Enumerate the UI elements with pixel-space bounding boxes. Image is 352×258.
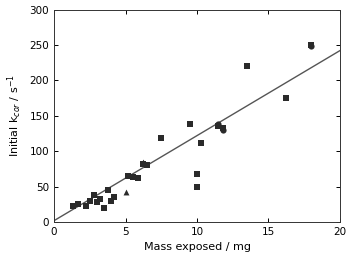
Point: [87, 199, 93, 203]
Point: [91, 193, 97, 197]
Point: [97, 197, 103, 201]
Point: [130, 175, 136, 180]
Point: [106, 188, 111, 192]
Point: [108, 199, 114, 204]
Point: [216, 122, 221, 126]
Point: [83, 204, 88, 208]
Point: [140, 160, 145, 164]
Point: [308, 43, 314, 47]
Point: [194, 184, 200, 189]
Point: [283, 96, 288, 100]
Point: [111, 195, 117, 199]
Point: [244, 64, 250, 68]
Point: [144, 163, 150, 167]
Y-axis label: Initial k$_{cor}$ / s$^{-1}$: Initial k$_{cor}$ / s$^{-1}$: [6, 74, 24, 157]
Point: [308, 44, 314, 49]
Point: [140, 162, 145, 166]
Point: [70, 204, 76, 208]
Point: [187, 122, 193, 126]
Point: [76, 202, 81, 206]
Point: [94, 200, 100, 204]
Point: [126, 174, 131, 178]
X-axis label: Mass exposed / mg: Mass exposed / mg: [144, 243, 251, 252]
Point: [136, 176, 141, 180]
Point: [220, 126, 226, 130]
Point: [199, 141, 204, 145]
Point: [158, 136, 164, 141]
Point: [101, 206, 107, 210]
Point: [194, 172, 200, 176]
Point: [220, 128, 226, 132]
Point: [216, 124, 221, 128]
Point: [123, 190, 128, 194]
